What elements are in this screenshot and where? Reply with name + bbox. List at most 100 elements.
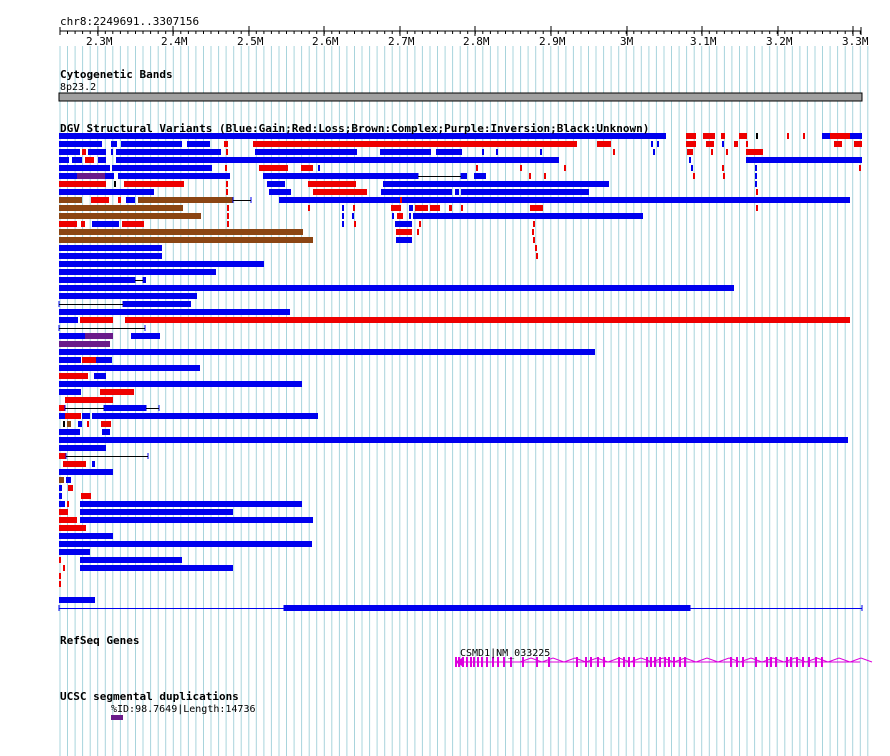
dgv-variant	[396, 229, 412, 235]
dgv-variant	[397, 213, 403, 219]
dgv-variant	[597, 141, 611, 147]
dgv-variant	[726, 149, 728, 155]
dgv-variant	[98, 157, 106, 163]
dgv-variant	[59, 509, 68, 515]
dgv-variant	[59, 445, 106, 451]
cytoband-label: 8p23.2	[60, 82, 97, 93]
dgv-variant	[59, 277, 135, 283]
gene-exon	[522, 657, 524, 667]
dgv-variant	[449, 205, 452, 211]
dgv-track-title: DGV Structural Variants (Blue:Gain;Red:L…	[60, 122, 650, 135]
dgv-variant	[746, 157, 862, 163]
dgv-variant	[87, 421, 89, 427]
gene-intron	[805, 657, 829, 663]
dgv-variant	[436, 149, 462, 155]
dgv-variant	[59, 557, 61, 563]
dgv-variant	[850, 133, 862, 139]
dgv-variant	[101, 421, 111, 427]
dgv-variant	[59, 165, 110, 171]
gene-exon	[796, 657, 798, 667]
dgv-variant	[59, 269, 216, 275]
dgv-variant	[59, 245, 162, 251]
dgv-variant	[461, 205, 463, 211]
gene-exon	[668, 657, 670, 667]
gene-exon	[470, 657, 472, 667]
dgv-variant	[530, 205, 543, 211]
gene-exon	[742, 657, 744, 667]
dgv-variant	[72, 157, 82, 163]
dgv-variant	[59, 213, 201, 219]
gene-intron	[563, 657, 587, 663]
dgv-variant	[102, 429, 110, 435]
dgv-variant	[535, 245, 537, 251]
dgv-variant	[308, 181, 356, 187]
dgv-variant	[59, 477, 64, 483]
dgv-variant	[80, 557, 182, 563]
gene-exon	[597, 657, 599, 667]
dgv-variant	[59, 293, 197, 299]
gene-exon	[536, 657, 538, 667]
gene-exon	[623, 657, 625, 667]
dgv-variant	[121, 141, 182, 147]
gene-exon	[755, 657, 757, 667]
gene-intron	[695, 657, 719, 663]
dgv-variant	[59, 581, 61, 587]
gene-exon	[503, 657, 505, 667]
dgv-variant	[118, 197, 121, 203]
dgv-variant	[415, 205, 428, 211]
gene-exon	[497, 657, 499, 667]
dgv-variant	[59, 573, 61, 579]
gene-intron	[519, 657, 543, 663]
dgv-variant	[226, 189, 228, 195]
dgv-variant	[125, 317, 850, 323]
dgv-variant	[59, 141, 102, 147]
refseq-track-title: RefSeq Genes	[60, 634, 140, 647]
dgv-variant	[455, 189, 459, 195]
dgv-variant	[263, 173, 418, 179]
dgv-variant	[59, 285, 734, 291]
dgv-variant	[91, 197, 109, 203]
gene-exon	[590, 657, 592, 667]
dgv-variant	[755, 165, 757, 171]
dgv-variant	[689, 157, 691, 163]
dgv-variant	[59, 349, 595, 355]
dgv-variant	[413, 213, 643, 219]
dgv-variant	[59, 485, 62, 491]
gene-exon	[664, 657, 666, 667]
dgv-variant	[381, 189, 452, 195]
dgv-variant	[353, 205, 355, 211]
dgv-variant	[63, 421, 65, 427]
dgv-variant	[342, 221, 344, 227]
gene-exon	[766, 657, 768, 667]
gene-exon	[786, 657, 788, 667]
gene-exon	[736, 657, 738, 667]
dgv-variant	[59, 453, 66, 459]
dgv-variant	[859, 165, 861, 171]
ruler-tick-label: 2.8M	[463, 35, 490, 48]
gene-intron	[717, 657, 741, 663]
dgv-variant	[59, 253, 162, 259]
gene-intron	[761, 657, 785, 663]
dgv-variant	[756, 133, 758, 139]
dgv-variant	[59, 365, 200, 371]
dgv-variant	[722, 165, 724, 171]
dgv-variant	[59, 197, 82, 203]
gene-exon	[473, 657, 475, 667]
ruler-tick-label: 2.9M	[539, 35, 566, 48]
dgv-variant	[82, 413, 90, 419]
ruler-tick-label: 2.4M	[161, 35, 188, 48]
dgv-variant	[66, 477, 71, 483]
dgv-variant	[739, 133, 747, 139]
dgv-variant	[318, 165, 320, 171]
dgv-variant	[85, 333, 113, 339]
dgv-variant	[430, 205, 440, 211]
dgv-variant	[651, 141, 653, 147]
dgv-variant	[59, 317, 78, 323]
gene-intron	[541, 657, 565, 663]
ruler-tick-label: 2.7M	[388, 35, 415, 48]
dgv-variant	[711, 149, 713, 155]
dgv-variant	[703, 133, 715, 139]
dgv-variant	[787, 133, 789, 139]
